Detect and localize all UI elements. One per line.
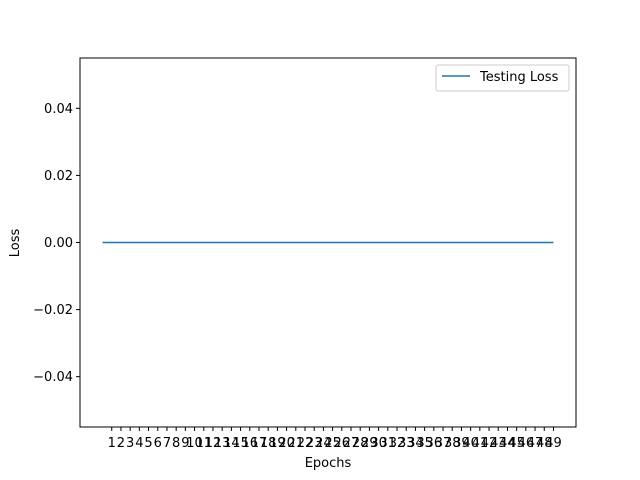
y-tick-label: −0.02 xyxy=(33,303,73,318)
legend-box xyxy=(435,64,570,92)
y-tick-label: 0.04 xyxy=(44,102,73,117)
x-tick-label: 17 xyxy=(251,436,268,451)
x-tick-label: 2 xyxy=(117,436,125,451)
x-tick-label: 5 xyxy=(144,436,152,451)
x-tick-label: 6 xyxy=(154,436,162,451)
x-tick-label: 46 xyxy=(518,436,535,451)
x-tick-label: 25 xyxy=(324,436,341,451)
y-tick-label: 0.02 xyxy=(44,169,73,184)
x-tick-label: 36 xyxy=(426,436,443,451)
x-tick-label: 41 xyxy=(472,436,489,451)
x-tick-label: 31 xyxy=(380,436,397,451)
x-tick-label: 14 xyxy=(223,436,240,451)
x-tick-label: 1 xyxy=(108,436,116,451)
axes-frame xyxy=(79,57,577,428)
x-tick-label: 33 xyxy=(398,436,415,451)
y-axis-label: Loss xyxy=(8,229,23,258)
legend: Testing Loss xyxy=(435,64,570,92)
x-axis-ticks: 1 2 3 4 5 6 7 8 91011121314151617181920212223242… xyxy=(108,427,562,451)
x-tick-label: 45 xyxy=(508,436,525,451)
x-tick-label: 7 xyxy=(163,436,171,451)
y-axis-ticks: −0.04 −0.02 0.00 0.02 0.04 xyxy=(33,102,80,385)
x-tick-label: 11 xyxy=(195,436,212,451)
x-tick-label: 47 xyxy=(527,436,544,451)
y-tick-label: −0.04 xyxy=(33,370,73,385)
x-tick-label: 49 xyxy=(545,436,562,451)
x-tick-label: 40 xyxy=(462,436,479,451)
x-tick-label: 20 xyxy=(278,436,295,451)
x-tick-label: 44 xyxy=(499,436,516,451)
y-tick-label: 0.00 xyxy=(44,236,73,251)
x-tick-label: 24 xyxy=(315,436,332,451)
x-axis-label: Epochs xyxy=(305,456,352,471)
x-tick-label: 42 xyxy=(481,436,498,451)
x-tick-label: 30 xyxy=(370,436,387,451)
x-tick-label: 43 xyxy=(490,436,507,451)
x-tick-label: 21 xyxy=(288,436,305,451)
x-tick-label: 8 xyxy=(172,436,180,451)
x-tick-label: 4 xyxy=(135,436,143,451)
x-tick-label: 26 xyxy=(334,436,351,451)
x-tick-label: 29 xyxy=(361,436,378,451)
x-tick-label: 23 xyxy=(306,436,323,451)
x-tick-label: 35 xyxy=(416,436,433,451)
x-tick-label: 19 xyxy=(269,436,286,451)
x-tick-label: 18 xyxy=(260,436,277,451)
x-tick-label: 48 xyxy=(536,436,553,451)
x-tick-label: 10 xyxy=(186,436,203,451)
x-tick-label: 27 xyxy=(343,436,360,451)
x-tick-label: 12 xyxy=(205,436,222,451)
x-tick-label: 37 xyxy=(435,436,452,451)
x-tick-label: 38 xyxy=(444,436,461,451)
x-tick-label: 32 xyxy=(389,436,406,451)
legend-label-testing-loss: Testing Loss xyxy=(479,70,559,85)
x-tick-label: 22 xyxy=(297,436,314,451)
x-tick-label: 9 xyxy=(181,436,189,451)
x-tick-label: 16 xyxy=(242,436,259,451)
x-tick-label: 34 xyxy=(407,436,424,451)
x-tick-label: 15 xyxy=(232,436,249,451)
x-tick-label: 28 xyxy=(352,436,369,451)
x-tick-label: 3 xyxy=(126,436,134,451)
x-tick-label: 39 xyxy=(453,436,470,451)
x-tick-label: 13 xyxy=(214,436,231,451)
